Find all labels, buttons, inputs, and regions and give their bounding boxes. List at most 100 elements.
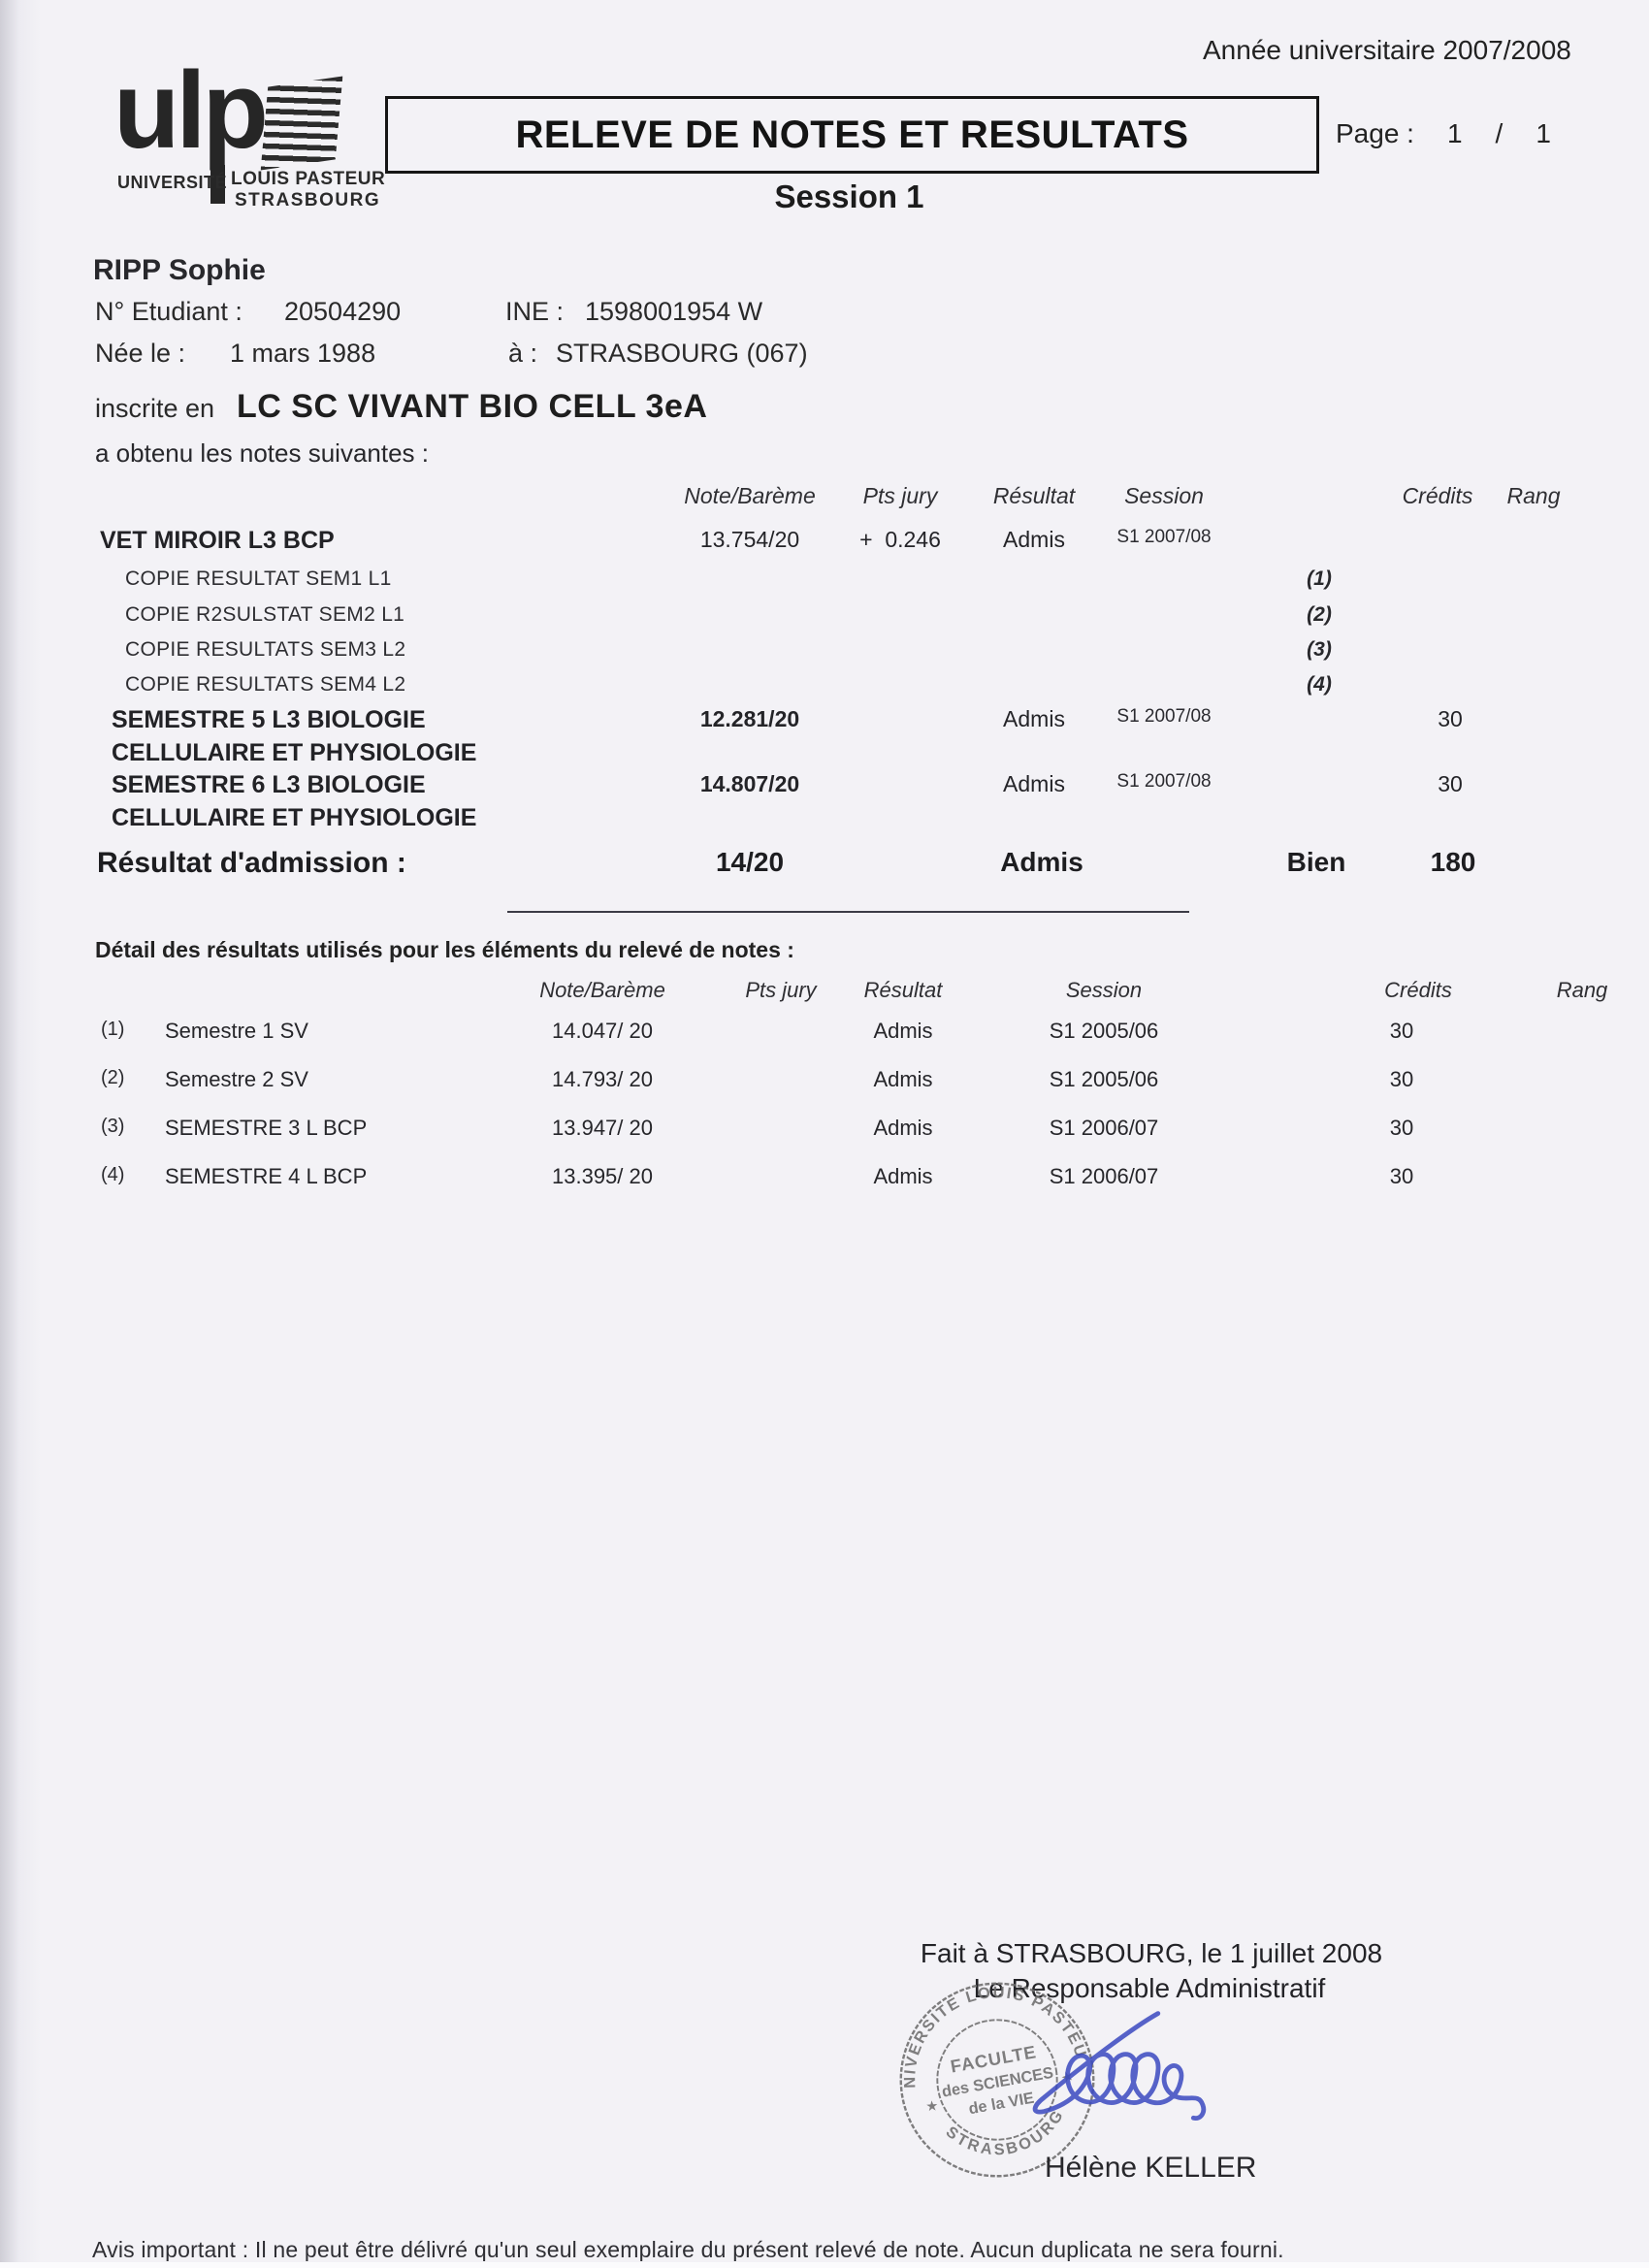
col-session: Session: [1065, 978, 1143, 1002]
ue-credits: 30: [1438, 771, 1463, 796]
ue-note: 12.281/20: [699, 706, 800, 731]
element-name: SEMESTRE 4 L BCP: [165, 1164, 368, 1188]
logo-descender-bar: [210, 165, 225, 204]
admission-note: 14/20: [715, 847, 785, 877]
ue-name-line2: CELLULAIRE ET PHYSIOLOGIE: [112, 739, 477, 766]
element-resultat: Admis: [873, 1116, 933, 1140]
element-note: 13.947/ 20: [552, 1116, 653, 1140]
col-note: Note/Barème: [539, 978, 665, 1002]
ue-name-line1: SEMESTRE 5 L3 BIOLOGIE: [112, 706, 426, 733]
element-name: SEMESTRE 3 L BCP: [165, 1116, 368, 1140]
element-name: Semestre 1 SV: [165, 1019, 308, 1043]
session-label: Session 1: [774, 178, 924, 214]
program-name: LC SC VIVANT BIO CELL 3eA: [237, 388, 708, 425]
ue-name: COPIE RESULTATS SEM3 L2: [125, 638, 406, 661]
col-credits: Crédits: [1402, 483, 1473, 508]
ue-credits: 30: [1438, 706, 1463, 731]
element-credits: 30: [1389, 1164, 1414, 1188]
element-credits: 30: [1389, 1116, 1414, 1140]
element-note: 13.395/ 20: [552, 1164, 653, 1188]
page-title: RELEVE DE NOTES ET RESULTATS: [515, 113, 1189, 156]
ue-name: COPIE R2SULSTAT SEM2 L1: [125, 603, 405, 626]
admission-label: Résultat d'admission :: [97, 847, 406, 879]
page-total: 1: [1536, 118, 1551, 148]
logo-louis-pasteur: LOUIS PASTEUR: [231, 169, 386, 189]
ref-mark: (2): [1307, 603, 1332, 626]
stamp-star-icon: ★: [922, 2097, 942, 2116]
col-rang: Rang: [1506, 483, 1561, 508]
ref-mark: (3): [101, 1116, 125, 1137]
signature-scribble: [1032, 2011, 1207, 2121]
ine-value: 1598001954 W: [585, 297, 763, 326]
born-place-label: à :: [508, 339, 538, 368]
admission-credits: 180: [1430, 847, 1476, 877]
element-session: S1 2006/07: [1049, 1116, 1159, 1140]
element-note: 14.047/ 20: [552, 1019, 653, 1043]
col-resultat: Résultat: [992, 483, 1076, 508]
element-session: S1 2006/07: [1049, 1164, 1159, 1188]
ulp-logo: ulp UNIVERSITÉ LOUIS PASTEUR STRASBOURG: [92, 56, 412, 238]
ref-mark: (1): [1307, 567, 1332, 590]
element-resultat: Admis: [873, 1164, 933, 1188]
born-label: Née le :: [95, 339, 186, 368]
ue-note: 13.754/20: [699, 527, 800, 552]
student-number: 20504290: [284, 297, 402, 326]
born-place: STRASBOURG (067): [556, 339, 808, 368]
ref-mark: (1): [101, 1019, 125, 1040]
ue-note: 14.807/20: [699, 771, 800, 796]
ine-label: INE :: [505, 297, 565, 326]
signer-name: Hélène KELLER: [1045, 2152, 1257, 2184]
ref-mark: (4): [101, 1164, 125, 1185]
ue-resultat: Admis: [1003, 527, 1065, 552]
enrolled-label: inscrite en: [95, 394, 215, 423]
col-session: Session: [1124, 483, 1204, 508]
col-rang: Rang: [1556, 978, 1608, 1002]
page-label: Page :: [1336, 118, 1414, 148]
academic-year: Année universitaire 2007/2008: [1203, 35, 1571, 65]
page-separator: /: [1495, 118, 1504, 148]
element-resultat: Admis: [873, 1067, 933, 1091]
col-pts-jury: Pts jury: [862, 483, 938, 508]
student-name: RIPP Sophie: [93, 254, 266, 286]
logo-strasbourg: STRASBOURG: [235, 190, 381, 211]
col-credits: Crédits: [1384, 978, 1452, 1002]
element-credits: 30: [1389, 1067, 1414, 1091]
col-pts-jury: Pts jury: [745, 978, 817, 1002]
notes-intro: a obtenu les notes suivantes :: [95, 438, 430, 468]
col-resultat: Résultat: [863, 978, 943, 1002]
ue-resultat: Admis: [1003, 771, 1065, 796]
ue-pts-jury: + 0.246: [859, 527, 941, 552]
signer-role: Le Responsable Administratif: [973, 1973, 1326, 2003]
svg-text:★: ★: [922, 2097, 942, 2116]
ue-name-line2: CELLULAIRE ET PHYSIOLOGIE: [112, 804, 477, 831]
element-note: 14.793/ 20: [552, 1067, 653, 1091]
logo-acronym: ulp: [113, 49, 269, 171]
ue-name: COPIE RESULTATS SEM4 L2: [125, 673, 406, 696]
ue-name-line1: SEMESTRE 6 L3 BIOLOGIE: [112, 771, 426, 798]
element-session: S1 2005/06: [1049, 1067, 1159, 1091]
logo-stripes-icon: [257, 76, 345, 170]
title-box: RELEVE DE NOTES ET RESULTATS: [385, 96, 1319, 174]
ref-mark: (4): [1307, 673, 1332, 696]
ue-name: COPIE RESULTAT SEM1 L1: [125, 567, 392, 590]
element-session: S1 2005/06: [1049, 1019, 1159, 1043]
place-date: Fait à STRASBOURG, le 1 juillet 2008: [920, 1938, 1383, 1968]
page-indicator: Page : 1 / 1: [1336, 118, 1588, 149]
scan-bottom-edge: [0, 2262, 1649, 2268]
student-number-label: N° Etudiant :: [95, 297, 242, 326]
page-current: 1: [1446, 118, 1463, 148]
ue-name: VET MIROIR L3 BCP: [100, 527, 335, 554]
separator-line: [507, 911, 1189, 913]
ref-mark: (3): [1307, 638, 1332, 661]
element-name: Semestre 2 SV: [165, 1067, 308, 1091]
ue-resultat: Admis: [1003, 706, 1065, 731]
ue-session: S1 2007/08: [1116, 771, 1212, 792]
ue-session: S1 2007/08: [1116, 706, 1212, 727]
element-resultat: Admis: [873, 1019, 933, 1043]
element-credits: 30: [1389, 1019, 1414, 1043]
admission-resultat: Admis: [1000, 847, 1083, 877]
footer-notice: Avis important : Il ne peut être délivré…: [92, 2237, 1284, 2261]
logo-universite: UNIVERSITÉ: [117, 173, 228, 192]
ref-mark: (2): [101, 1067, 125, 1088]
